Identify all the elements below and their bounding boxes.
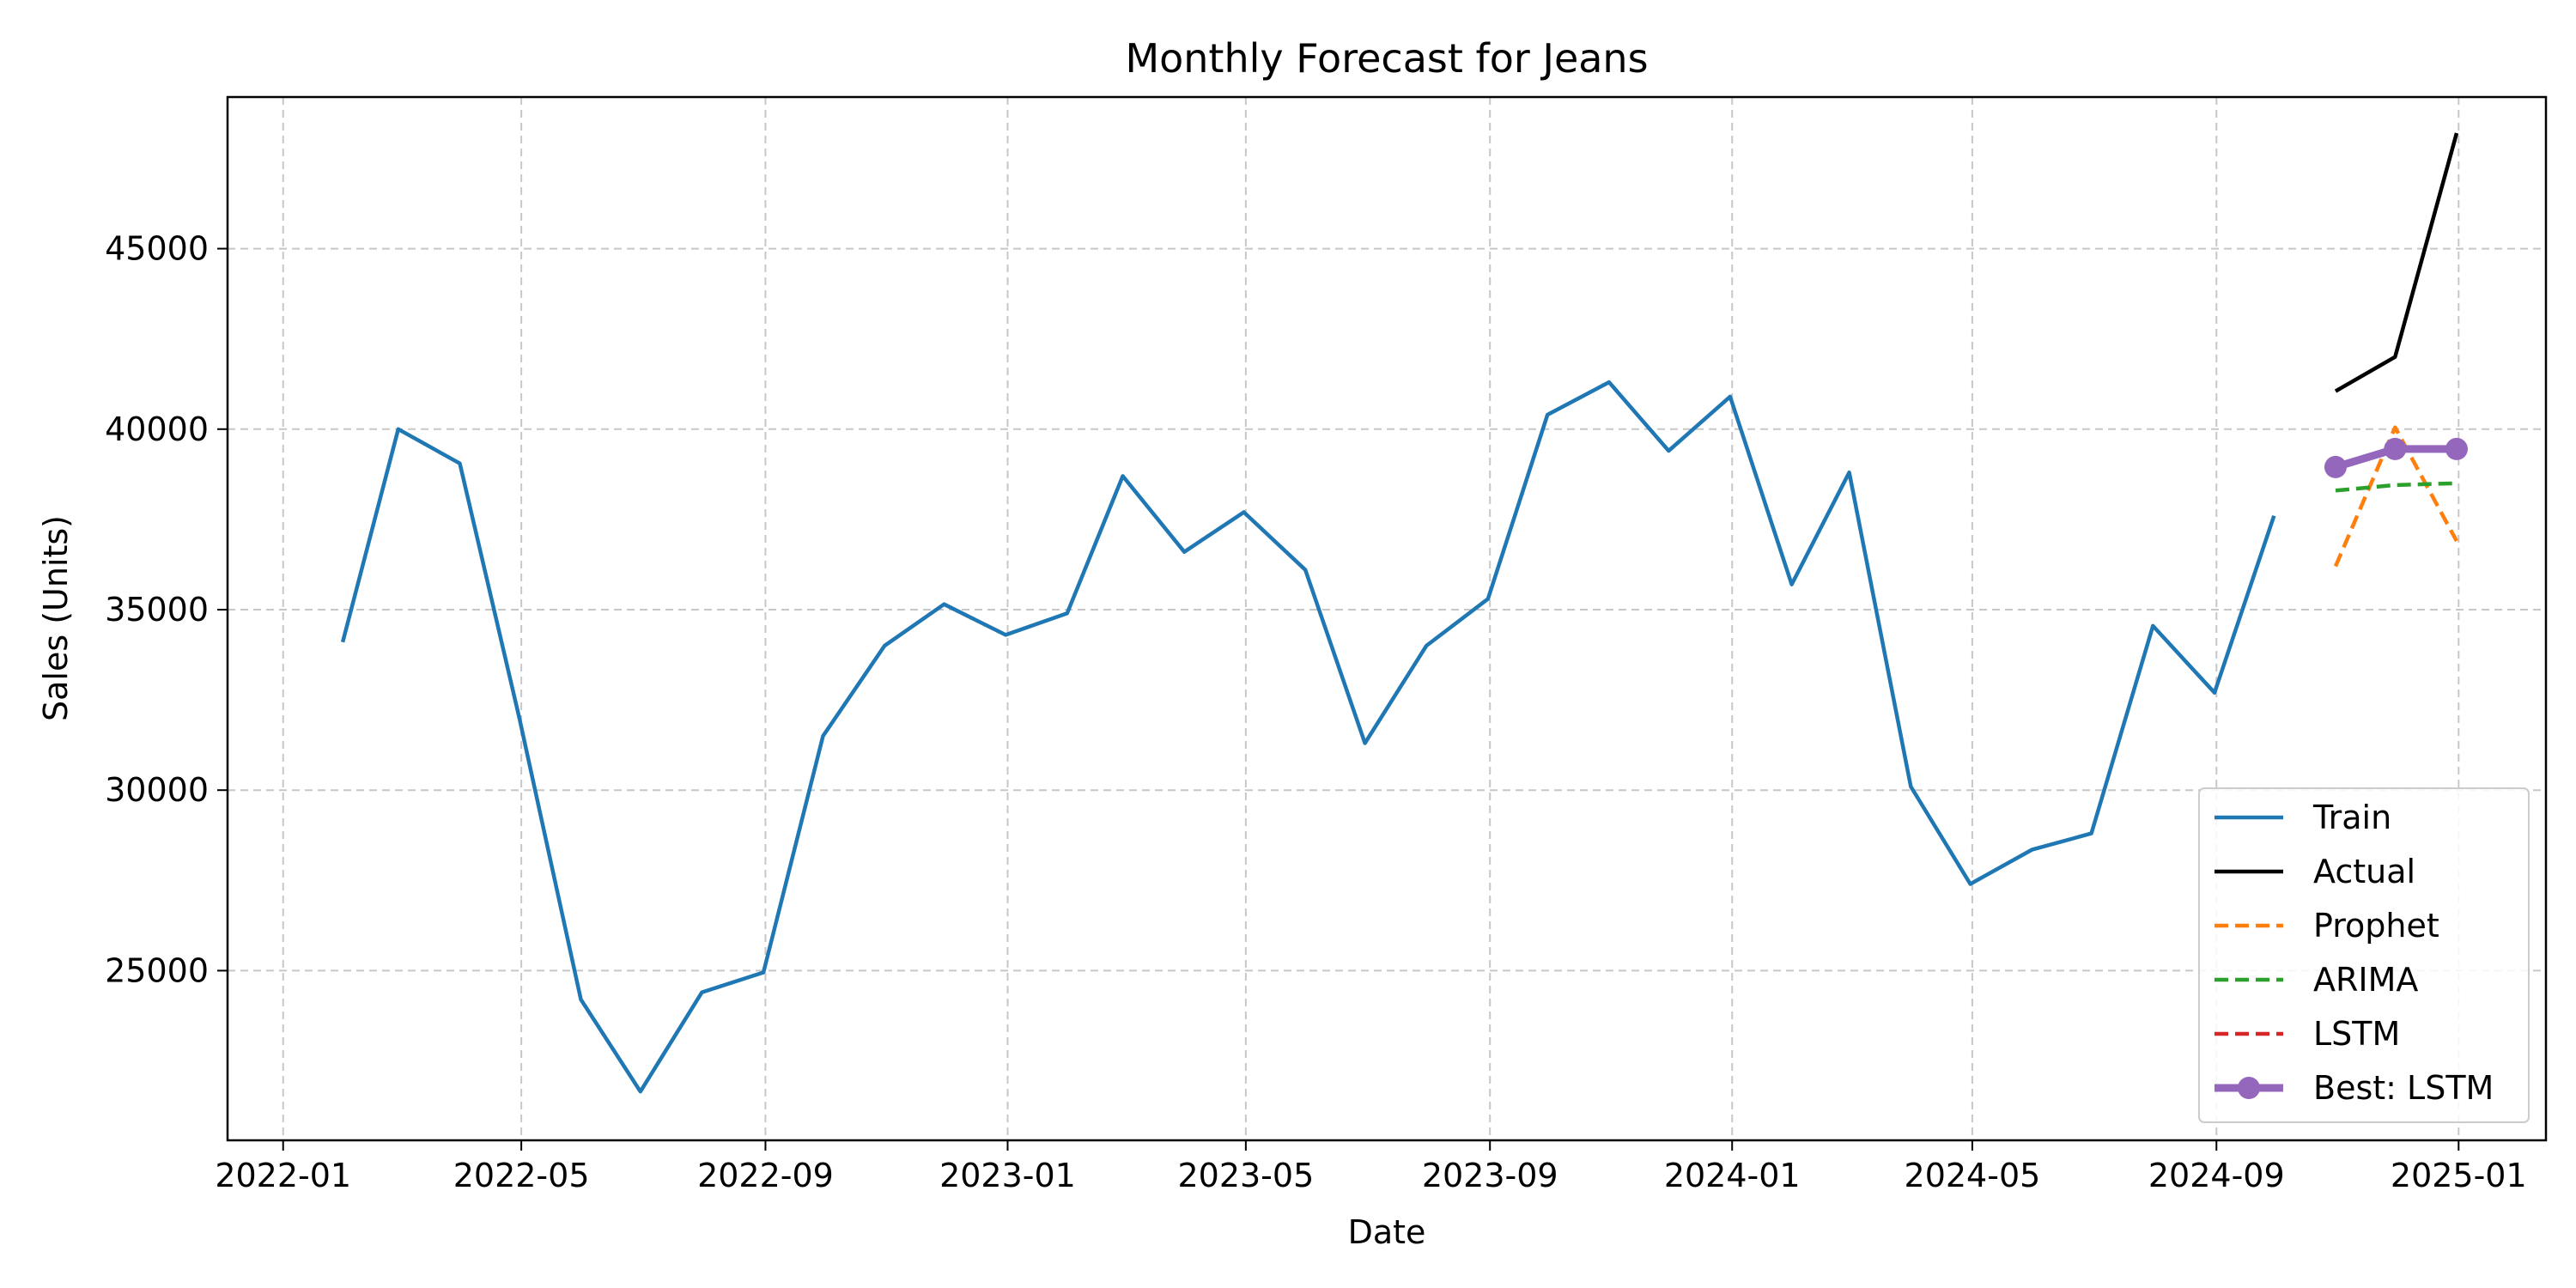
legend-marker-best-lstm — [2238, 1077, 2260, 1099]
x-tick-label: 2024-05 — [1905, 1157, 2041, 1194]
y-tick-label: 45000 — [105, 230, 209, 268]
legend-label-best-lstm: Best: LSTM — [2313, 1069, 2494, 1107]
x-axis-label: Date — [1348, 1213, 1426, 1251]
y-tick-label: 30000 — [105, 771, 209, 809]
series-line-arima — [2335, 481, 2458, 493]
plot-area-frame — [226, 95, 2548, 1142]
legend-label-lstm: LSTM — [2313, 1015, 2400, 1053]
axis-ticks: 2022-01 2022-05 2022-09 2023-01 2023-05 2023-… — [105, 230, 2527, 1194]
series-line-actual — [2334, 132, 2459, 393]
x-tick-label: 2024-09 — [2148, 1157, 2285, 1194]
y-tick-label: 40000 — [105, 410, 209, 448]
x-tick-label: 2023-01 — [939, 1157, 1076, 1194]
series-line-train — [340, 380, 2276, 1094]
x-tick-label: 2025-01 — [2391, 1157, 2527, 1194]
legend-label-arima: ARIMA — [2313, 961, 2418, 999]
series-point-best-lstm — [2384, 437, 2407, 460]
series-point-best-lstm — [2324, 455, 2347, 478]
x-tick-label: 2022-05 — [453, 1157, 590, 1194]
x-tick-label: 2023-05 — [1177, 1157, 1314, 1194]
chart-title: Monthly Forecast for Jeans — [1125, 35, 1648, 82]
x-tick-label: 2022-09 — [697, 1157, 834, 1194]
x-tick-label: 2023-09 — [1422, 1157, 1558, 1194]
legend: Train Actual Prophet ARIMA LSTM Best: LSTM — [2198, 787, 2530, 1123]
legend-label-prophet: Prophet — [2313, 907, 2439, 945]
series-group — [340, 132, 2468, 1094]
y-axis-label: Sales (Units) — [37, 515, 75, 721]
y-tick-label: 25000 — [105, 951, 209, 989]
y-tick-label: 35000 — [105, 591, 209, 629]
x-tick-label: 2022-01 — [215, 1157, 351, 1194]
x-tick-label: 2024-01 — [1664, 1157, 1801, 1194]
legend-label-train: Train — [2312, 799, 2391, 836]
series-line-prophet — [2333, 425, 2458, 568]
legend-label-actual: Actual — [2313, 853, 2415, 890]
series-point-best-lstm — [2445, 437, 2468, 460]
grid — [228, 97, 2546, 1140]
